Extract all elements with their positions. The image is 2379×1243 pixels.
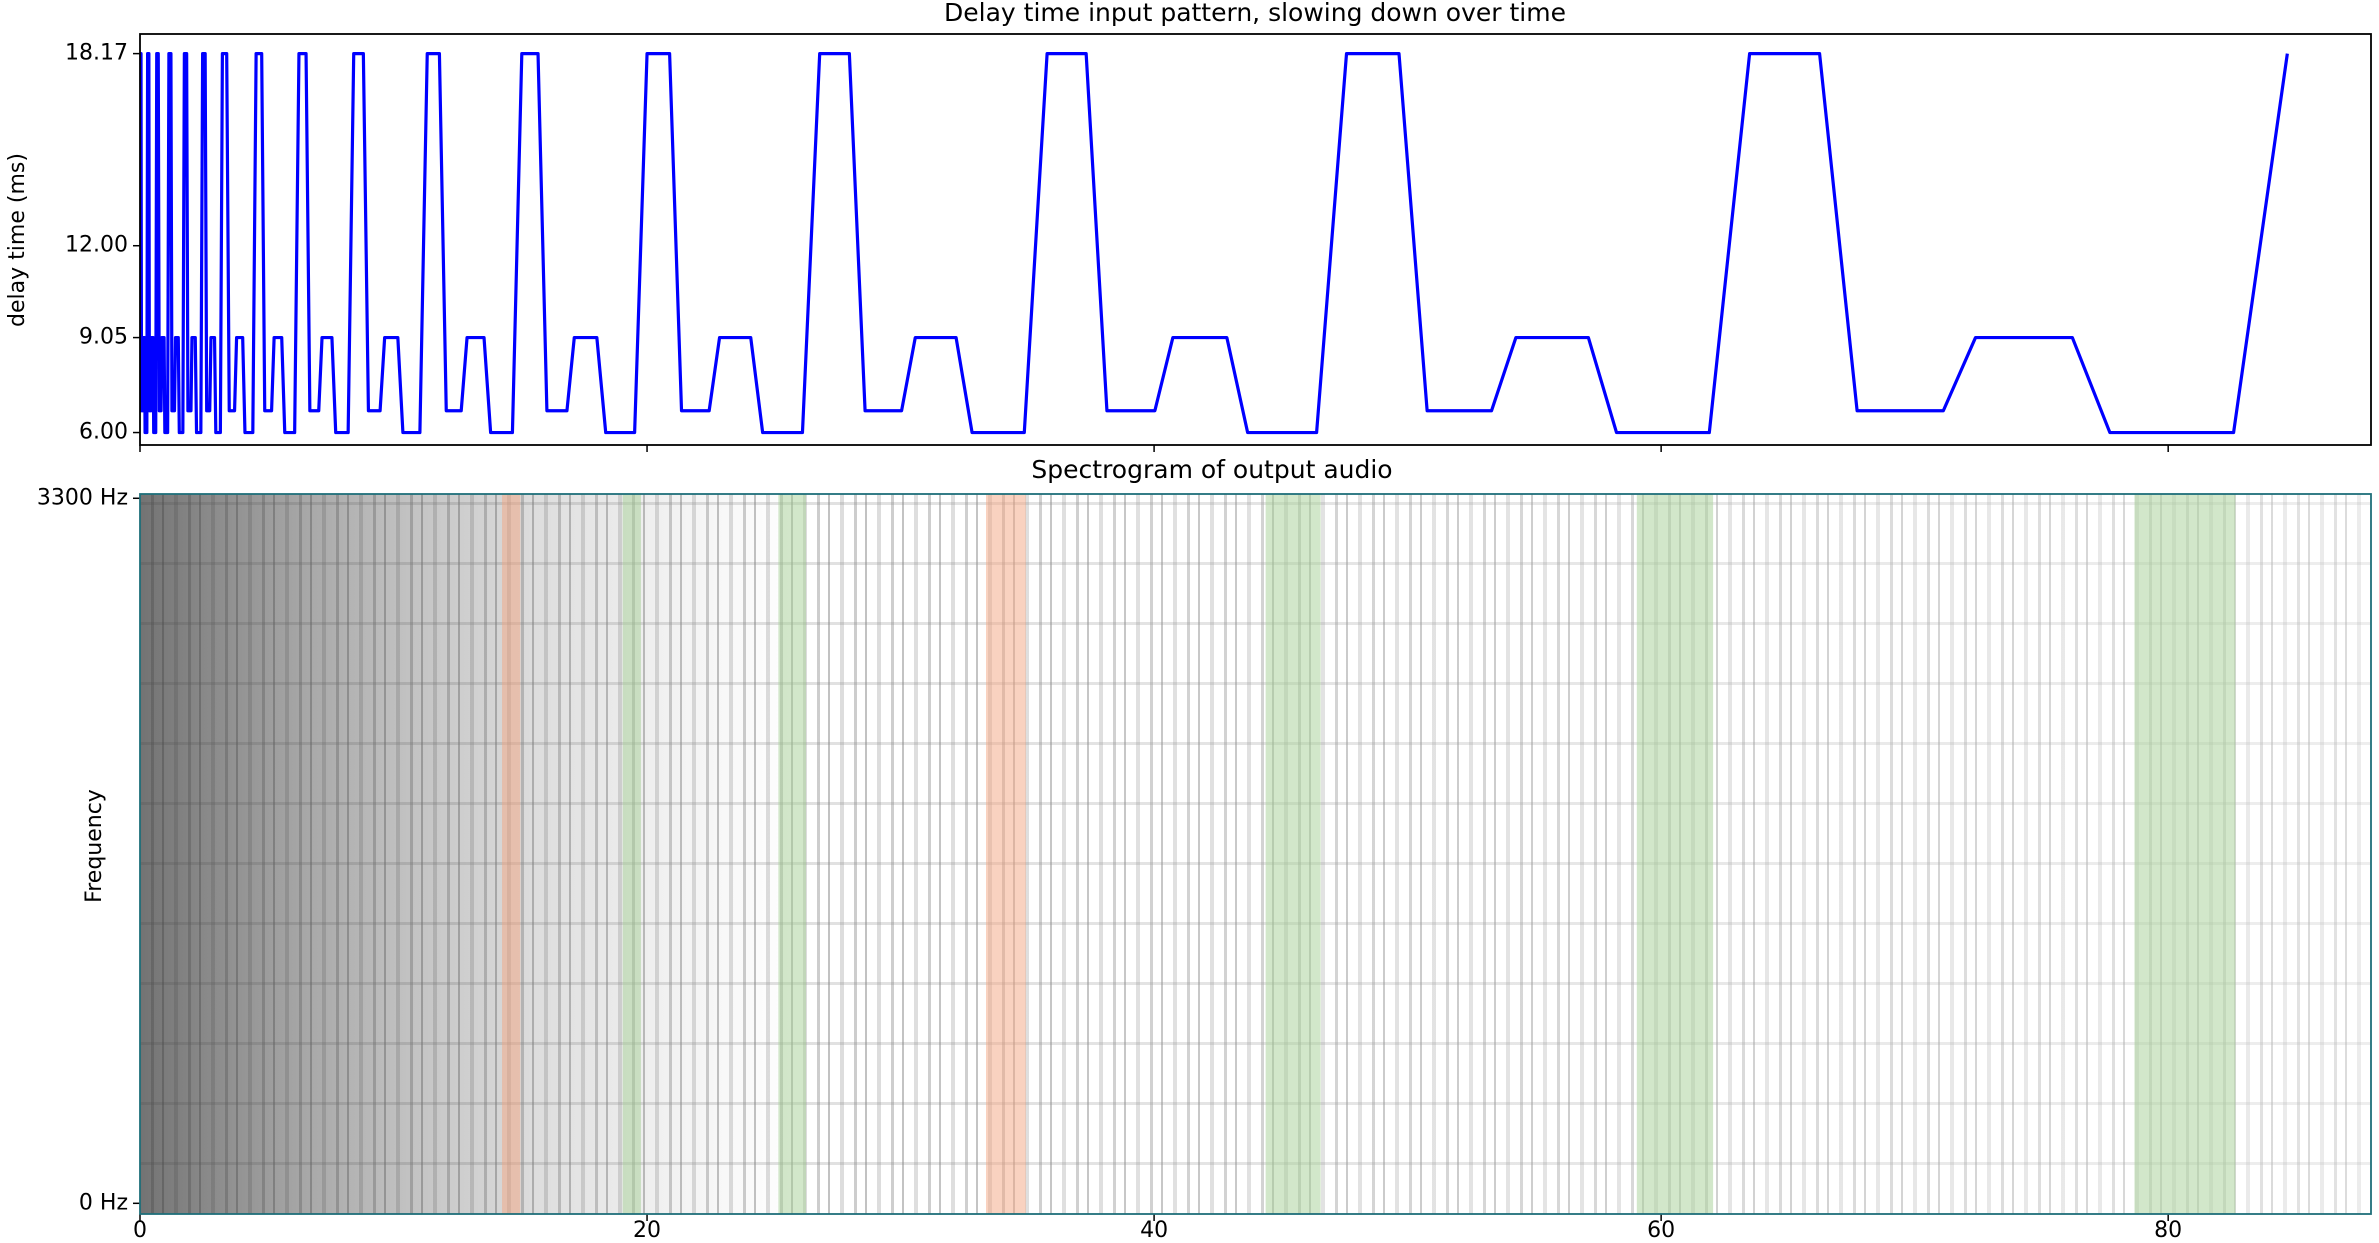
y-tick-label: 0 Hz (79, 1190, 128, 1215)
y-axis-label: delay time (ms) (5, 153, 30, 327)
x-tick-label: 60 (1647, 1218, 1675, 1243)
highlight-band (1636, 494, 1714, 1214)
highlight-band (2134, 494, 2236, 1214)
plot-frame (139, 33, 2372, 446)
highlight-band (986, 494, 1026, 1214)
y-tick-label: 3300 Hz (37, 485, 128, 510)
highlight-band (1265, 494, 1321, 1214)
y-tick-label: 18.17 (65, 41, 128, 66)
x-tick-label: 40 (1140, 1218, 1168, 1243)
x-tick-label: 20 (633, 1218, 661, 1243)
y-tick-label: 9.05 (79, 325, 128, 350)
plot-frame (139, 493, 2372, 1215)
y-axis-label: Frequency (82, 789, 107, 903)
chart-title: Delay time input pattern, slowing down o… (944, 0, 1566, 27)
highlight-band (502, 494, 521, 1214)
y-tick-label: 12.00 (65, 233, 128, 258)
chart-title: Spectrogram of output audio (1031, 455, 1392, 484)
data-line (139, 52, 2289, 435)
x-tick-label: 80 (2154, 1218, 2182, 1243)
highlight-band (778, 494, 807, 1214)
highlight-band (622, 494, 641, 1214)
spectrogram-shading (140, 494, 2371, 1214)
y-tick-label: 6.00 (79, 420, 128, 445)
x-tick-label: 0 (133, 1218, 147, 1243)
